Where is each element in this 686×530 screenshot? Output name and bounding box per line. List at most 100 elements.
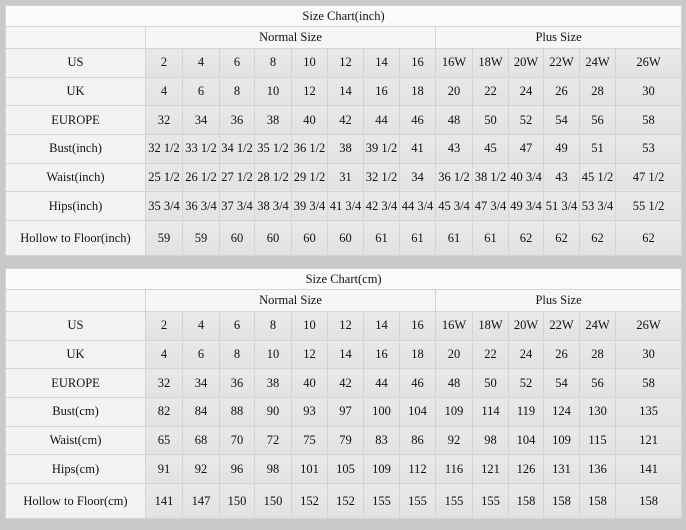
table-cell: 101 [291,454,328,484]
table-cell: 114 [472,396,509,427]
table-cell: 56 [579,368,616,398]
table-cell: 12 [327,48,364,78]
table-cell: 70 [219,425,255,456]
table-cell: 155 [363,483,400,519]
table-cell: 4 [182,311,220,341]
table-cell: 55 1/2 [614,191,683,221]
table-cell: 16 [399,311,436,341]
table-cell: 10 [291,311,328,341]
table-cell: 131 [543,454,580,484]
row-label: EUROPE [5,105,146,135]
table-cell: 121 [472,454,509,484]
table-cell: 14 [363,311,400,341]
table-cell: 2 [145,48,183,78]
table-cell: 86 [399,425,436,456]
table-cell: 52 [508,368,544,398]
table-row: Waist(inch) 25 1/2 26 1/2 27 1/2 28 1/2 29 1/… [5,162,683,193]
table-cell: 84 [182,396,220,427]
table-cell: 119 [508,396,544,427]
table-cell: 28 [579,76,616,107]
table-cell: 22W [543,48,580,78]
table-cell: 32 [145,368,183,398]
table-cell: 51 [579,133,616,164]
table-cell: 26W [614,311,683,341]
table-cell: 75 [291,425,328,456]
table-cell: 61 [363,220,400,256]
table-cell: 126 [508,454,544,484]
table-cell: 26W [614,48,683,78]
table-cell: 112 [399,454,436,484]
table-cell: 20W [508,311,544,341]
table-cell: 28 1/2 [254,162,292,193]
table-cell: 53 [614,133,683,164]
table-cell: 47 [508,133,544,164]
table-cell: 16W [435,48,473,78]
table-cell: 41 3/4 [327,191,364,221]
table-cell: 39 1/2 [363,133,400,164]
table-row: Hollow to Floor(cm) 141 147 150 150 152 152 155… [5,483,683,519]
table-cell: 100 [363,396,400,427]
title-row: Size Chart(inch) [4,5,683,27]
group-header-plus-size: Plus Size [434,289,683,312]
table-row: Bust(inch) 32 1/2 33 1/2 34 1/2 35 1/2 36 1/2… [5,133,683,164]
table-cell: 39 3/4 [291,191,328,221]
group-header-plus-size: Plus Size [434,26,683,49]
table-cell: 36 [219,368,255,398]
table-cell: 72 [254,425,292,456]
table-cell: 16 [363,339,400,370]
table-cell: 83 [363,425,400,456]
table-cell: 141 [614,454,683,484]
table-cell: 50 [472,368,509,398]
table-cell: 40 3/4 [508,162,544,193]
row-label: Waist(inch) [5,162,146,193]
table-cell: 62 [543,220,580,256]
table-cell: 130 [579,396,616,427]
table-cell: 34 [399,162,436,193]
table-cell: 37 3/4 [219,191,255,221]
table-cell: 30 [614,76,683,107]
table-cell: 104 [399,396,436,427]
table-cell: 28 [579,339,616,370]
table-cell: 62 [614,220,683,256]
table-cell: 53 3/4 [579,191,616,221]
table-cell: 150 [219,483,255,519]
row-label: UK [5,76,146,107]
table-cell: 61 [472,220,509,256]
table-cell: 93 [291,396,328,427]
table-cell: 33 1/2 [182,133,220,164]
table-cell: 43 [543,162,580,193]
table-cell: 49 [543,133,580,164]
table-cell: 47 3/4 [472,191,509,221]
table-cell: 34 [182,105,220,135]
table-cell: 14 [327,76,364,107]
table-cell: 48 [435,105,473,135]
table-cell: 25 1/2 [145,162,183,193]
table-cell: 4 [182,48,220,78]
table-cell: 51 3/4 [543,191,580,221]
table-cell: 158 [614,483,683,519]
table-cell: 8 [219,76,255,107]
table-cell: 56 [579,105,616,135]
table-cell: 22W [543,311,580,341]
table-cell: 96 [219,454,255,484]
row-label: Bust(inch) [5,133,146,164]
table-cell: 155 [435,483,473,519]
table-cell: 109 [435,396,473,427]
table-row: Waist(cm) 65 68 70 72 75 79 83 86 92 98 104 109 115 12… [5,425,683,456]
table-cell: 38 [327,133,364,164]
table-cell: 29 1/2 [291,162,328,193]
title-row: Size Chart(cm) [4,268,683,290]
table-cell: 34 [182,368,220,398]
table-cell: 18 [399,339,436,370]
table-cell: 152 [327,483,364,519]
table-cell: 38 3/4 [254,191,292,221]
table-cell: 43 [435,133,473,164]
table-row: Hips(inch) 35 3/4 36 3/4 37 3/4 38 3/4 39 3/4… [5,191,683,221]
table-cell: 60 [219,220,255,256]
group-header-row: Normal Size Plus Size [5,26,683,49]
table-cell: 97 [327,396,364,427]
table-cell: 62 [508,220,544,256]
table-cell: 155 [399,483,436,519]
table-cell: 98 [254,454,292,484]
table-cell: 16 [363,76,400,107]
